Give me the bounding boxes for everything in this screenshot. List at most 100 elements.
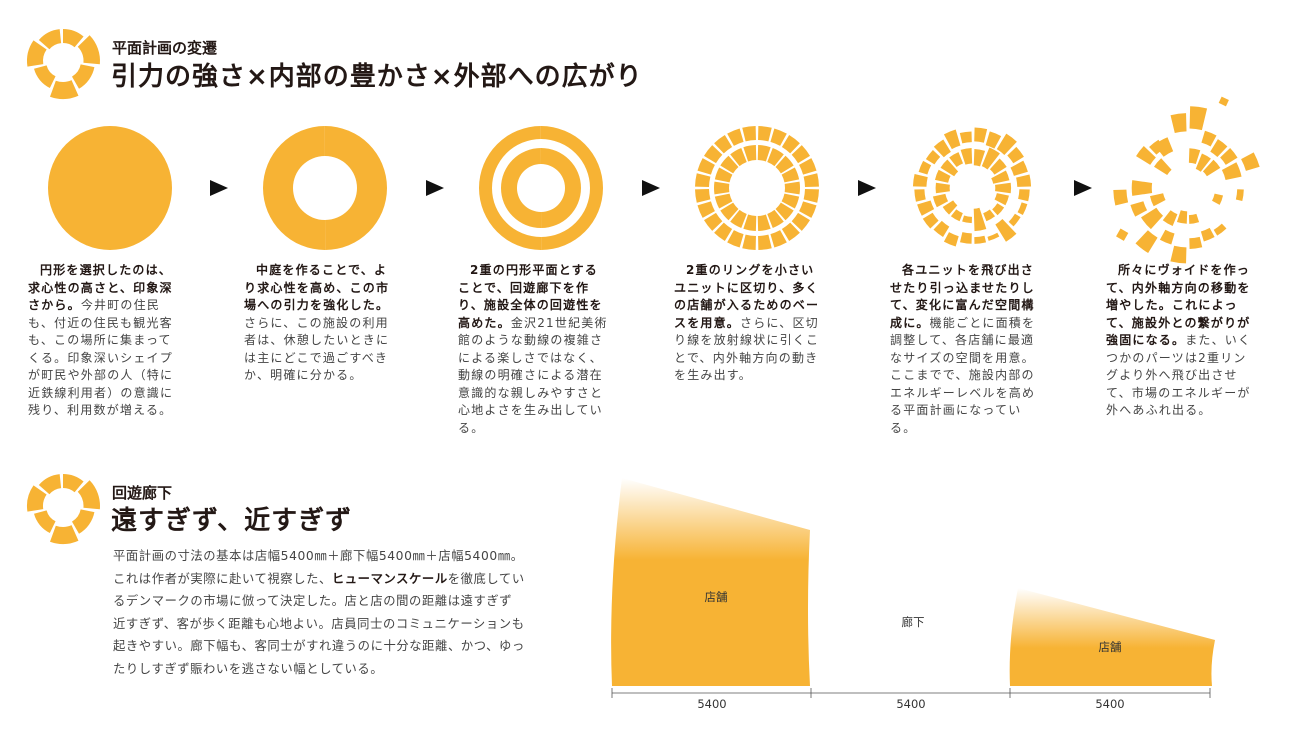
plan-part xyxy=(1220,148,1238,165)
plan-part xyxy=(703,212,723,231)
plan-part xyxy=(1113,189,1129,206)
step-normal: 金沢21世紀美術館のような動線の複雑さによる楽しさではなく、動線の明確さによる潜… xyxy=(458,315,608,435)
plan-part xyxy=(72,509,95,534)
plan-part xyxy=(1018,189,1030,202)
plan-part xyxy=(1141,207,1164,230)
plan-part xyxy=(942,200,958,215)
step-text: 中庭を作ることで、より求心性を高め、この市場への引力を強化した。さらに、この施設… xyxy=(244,262,396,385)
plan-part xyxy=(743,214,757,231)
plan-part xyxy=(1008,213,1021,227)
area-label: 廊下 xyxy=(901,615,925,629)
plan-part xyxy=(775,202,794,221)
plan-part xyxy=(77,35,100,65)
plan-part xyxy=(994,193,1009,206)
plan-part xyxy=(714,222,733,242)
plan-part xyxy=(38,29,62,50)
plan-part xyxy=(932,193,949,208)
plan-part xyxy=(767,209,784,229)
plan-part xyxy=(940,159,959,177)
plan-part xyxy=(959,131,972,144)
plan-part xyxy=(983,209,996,222)
plan-part xyxy=(714,167,733,183)
plan-part xyxy=(757,214,771,231)
plan-part xyxy=(1159,229,1175,245)
plan-part xyxy=(730,147,747,167)
plan-part xyxy=(950,209,963,222)
step-bold: 2重の円形平面とすることで、回遊廊下を作り、施設全体の回遊性を高めた。 xyxy=(458,263,603,330)
plan-part xyxy=(325,126,388,250)
plan-part xyxy=(989,158,1007,175)
plan-part xyxy=(1131,180,1153,196)
plan-part xyxy=(742,234,756,250)
plan-part xyxy=(714,134,733,154)
plan-part xyxy=(713,181,730,195)
plan-part xyxy=(1188,148,1201,164)
plan-part xyxy=(1200,227,1215,242)
plan-part xyxy=(1154,158,1172,175)
arrow xyxy=(642,180,660,196)
step-normal: また、いくつかのパーツは2重リングより外へ飛び出させて、市場のエネルギーが外へあ… xyxy=(1106,333,1252,417)
plan-part xyxy=(918,160,932,175)
arrow xyxy=(1074,180,1092,196)
body-part: を徹底しているデンマークの市場に倣って決定した。店と店の間の距離は遠すぎず近すぎ… xyxy=(113,571,525,676)
area-label: 店舗 xyxy=(1098,640,1122,654)
plan-part xyxy=(791,145,811,164)
shop-area xyxy=(611,478,810,686)
arrow xyxy=(210,180,228,196)
step-bold: 所々にヴォイドを作って、内外軸方向の移動を増やした。これによって、施設外との繋が… xyxy=(1106,263,1251,347)
plan-part xyxy=(991,170,1010,184)
plan-part xyxy=(962,215,972,224)
step-bold: 2重のリングを小さいユニットに区切り、多くの店舗が入るためのベースを用意。 xyxy=(674,263,820,330)
plan-part xyxy=(781,222,800,242)
plan-part xyxy=(791,212,811,231)
body-emphasis: ヒューマンスケール xyxy=(331,571,448,586)
plan-part xyxy=(985,131,1002,149)
plan-part xyxy=(26,485,47,512)
plan-part xyxy=(933,220,950,237)
plan-part xyxy=(935,182,950,194)
plan-part xyxy=(912,173,928,187)
step-text: 所々にヴォイドを作って、内外軸方向の移動を増やした。これによって、施設外との繋が… xyxy=(1106,262,1258,420)
plan-part xyxy=(995,182,1012,194)
plan-part xyxy=(914,189,926,202)
plan-part xyxy=(933,139,951,158)
step-normal: 今井町の住民も、付近の住民も観光客も、この場所に集まってくる。印象深いシェイプが… xyxy=(28,298,174,417)
section-title: 遠すぎず、近すぎず xyxy=(111,506,353,536)
plan-part xyxy=(757,145,771,162)
plan-part xyxy=(742,126,756,142)
plan-part xyxy=(77,480,101,510)
plan-part xyxy=(1188,213,1200,224)
plan-part xyxy=(1221,162,1242,181)
plan-part xyxy=(770,230,787,248)
plan-part xyxy=(767,147,784,167)
plan-part xyxy=(727,230,744,248)
plan-part xyxy=(973,207,987,232)
plan-part xyxy=(781,167,800,183)
plan-part xyxy=(1010,160,1028,176)
plan-part xyxy=(1162,210,1178,226)
plan-part xyxy=(72,64,95,89)
plan-part xyxy=(974,127,988,143)
step-bold: 円形を選択したのは、求心性の高さと、印象深さから。 xyxy=(28,263,173,312)
section-label: 平面計画の変遷 xyxy=(112,39,218,57)
step-normal: 機能ごとに面積を調整して、各店舗に最適なサイズの空間を用意。ここまでで、施設内部… xyxy=(890,315,1036,435)
plan-part xyxy=(1176,210,1188,224)
arrows xyxy=(210,180,1092,196)
plan-part xyxy=(1116,228,1129,241)
plan-part xyxy=(1210,139,1228,158)
step-bold: 中庭を作ることで、より求心性を高め、この市場への引力を強化した。 xyxy=(244,263,390,312)
step-bold: 各ユニットを飛び出させたり引っ込ませたりして、変化に富んだ空間構成に。 xyxy=(890,263,1035,330)
plan-part xyxy=(784,181,801,195)
plan-part xyxy=(1130,201,1148,217)
step-normal: さらに、区切り線を放射線状に引くことで、内外軸方向の動きを生み出す。 xyxy=(674,315,820,383)
step-text: 円形を選択したのは、求心性の高さと、印象深さから。今井町の住民も、付近の住民も観… xyxy=(28,262,180,420)
plan-part xyxy=(1154,137,1174,157)
plan-part xyxy=(781,134,800,154)
section-title: 引力の強さ×内部の豊かさ×外部への広がり xyxy=(111,62,643,92)
plan-part xyxy=(63,474,84,493)
body-text: 平面計画の寸法の基本は店幅5400㎜＋廊下幅5400㎜＋店幅5400㎜。これは作… xyxy=(113,545,525,680)
plan-part xyxy=(992,203,1005,216)
plan-part xyxy=(695,189,711,203)
plan-part xyxy=(714,193,733,209)
plan-part xyxy=(770,128,787,146)
